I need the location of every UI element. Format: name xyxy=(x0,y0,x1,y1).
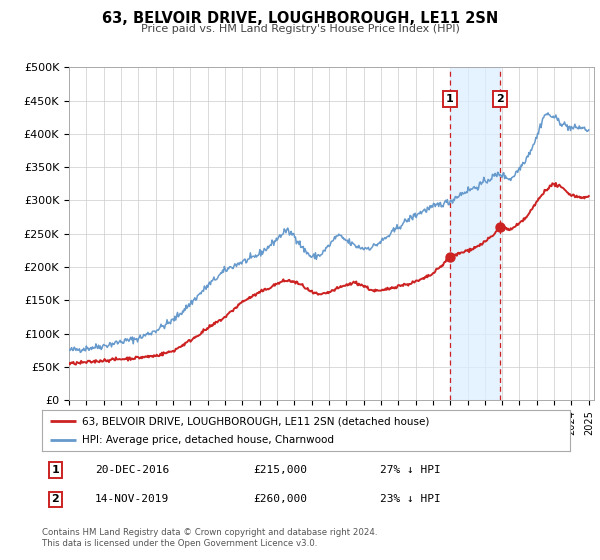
Text: 14-NOV-2019: 14-NOV-2019 xyxy=(95,494,169,505)
Text: Price paid vs. HM Land Registry's House Price Index (HPI): Price paid vs. HM Land Registry's House … xyxy=(140,24,460,34)
Text: 63, BELVOIR DRIVE, LOUGHBOROUGH, LE11 2SN: 63, BELVOIR DRIVE, LOUGHBOROUGH, LE11 2S… xyxy=(102,11,498,26)
Text: 20-DEC-2016: 20-DEC-2016 xyxy=(95,465,169,475)
Text: 1: 1 xyxy=(446,94,454,104)
Text: 63, BELVOIR DRIVE, LOUGHBOROUGH, LE11 2SN (detached house): 63, BELVOIR DRIVE, LOUGHBOROUGH, LE11 2S… xyxy=(82,417,429,426)
Text: 1: 1 xyxy=(52,465,59,475)
Text: 27% ↓ HPI: 27% ↓ HPI xyxy=(380,465,440,475)
Text: £215,000: £215,000 xyxy=(253,465,307,475)
Text: This data is licensed under the Open Government Licence v3.0.: This data is licensed under the Open Gov… xyxy=(42,539,317,548)
Text: £260,000: £260,000 xyxy=(253,494,307,505)
Text: 23% ↓ HPI: 23% ↓ HPI xyxy=(380,494,440,505)
Text: 2: 2 xyxy=(496,94,504,104)
Text: Contains HM Land Registry data © Crown copyright and database right 2024.: Contains HM Land Registry data © Crown c… xyxy=(42,528,377,537)
Text: 2: 2 xyxy=(52,494,59,505)
Bar xyxy=(449,67,500,400)
Text: HPI: Average price, detached house, Charnwood: HPI: Average price, detached house, Char… xyxy=(82,435,334,445)
